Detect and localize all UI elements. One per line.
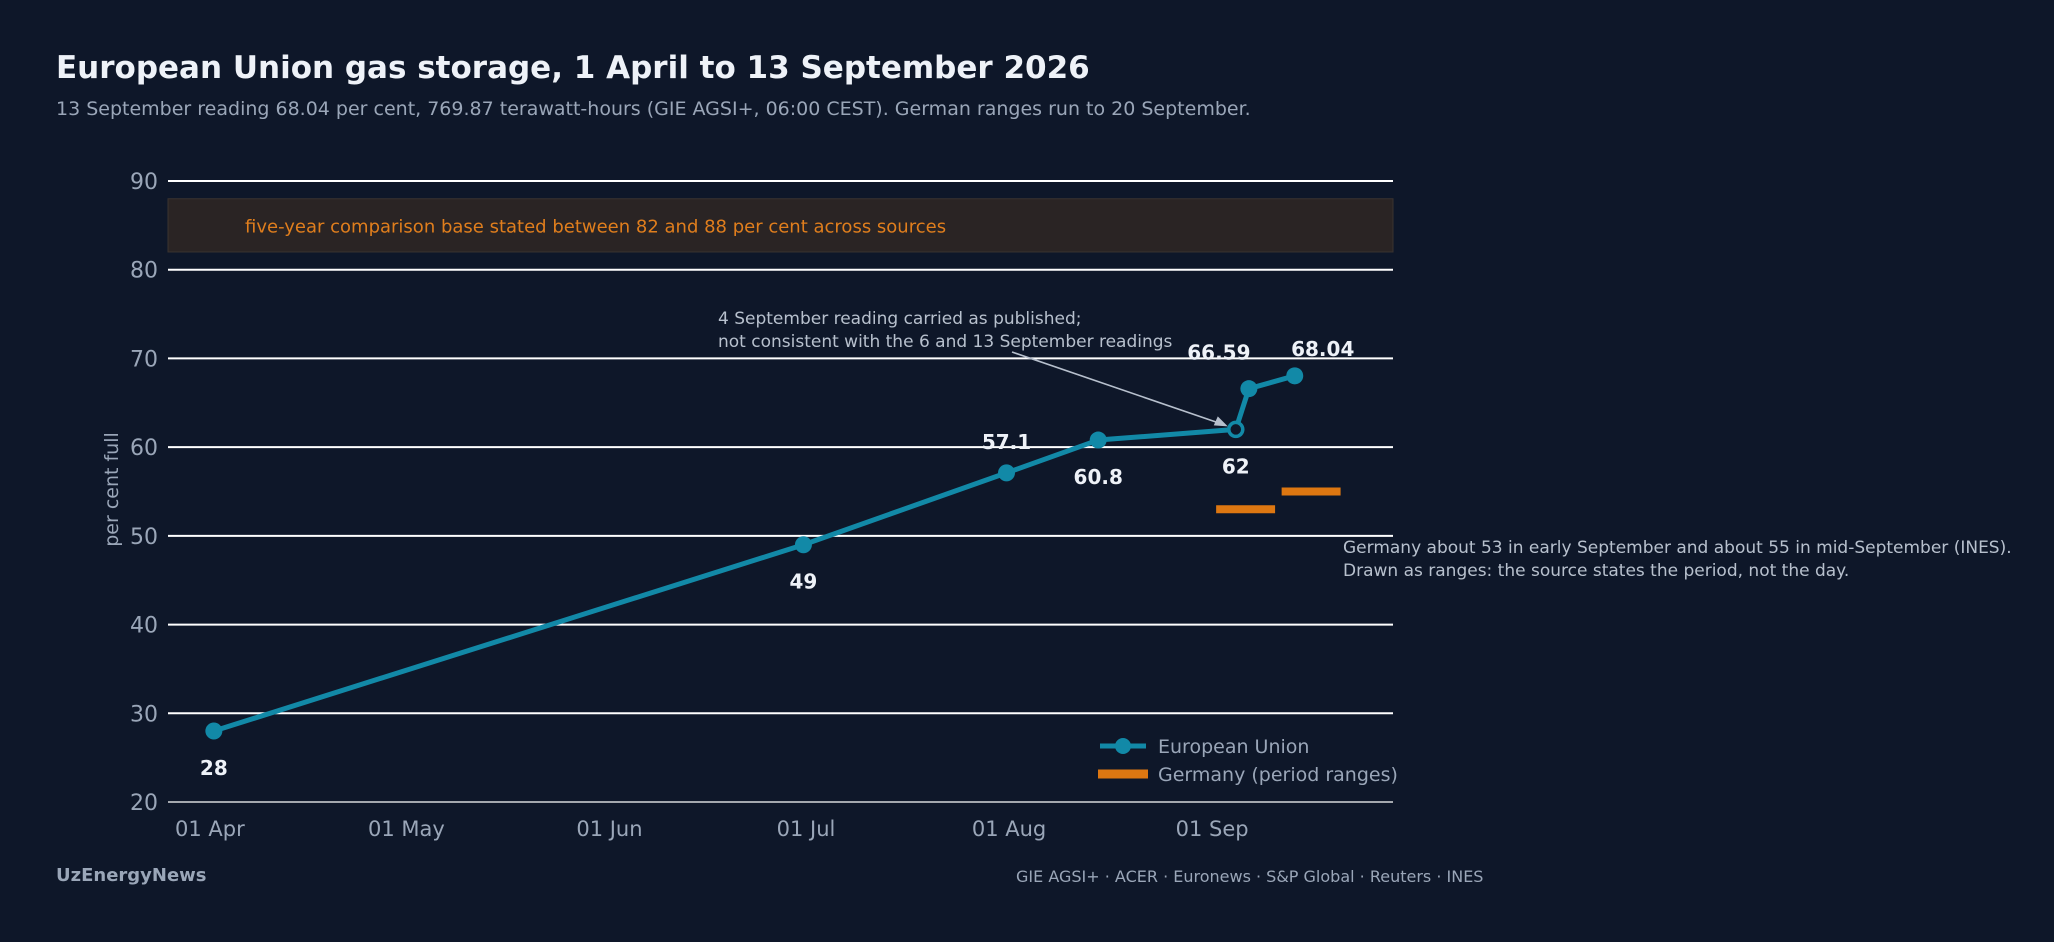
legend: European Union Germany (period ranges) <box>1098 736 1398 786</box>
y-tick-label: 30 <box>130 702 158 727</box>
eu-data-label: 68.04 <box>1291 337 1354 361</box>
x-tick-label: 01 Jul <box>777 817 836 841</box>
x-tick-label: 01 Aug <box>972 817 1046 841</box>
legend-eu-swatch-marker <box>1115 738 1131 754</box>
annotations: 4 September reading carried as published… <box>718 309 2012 581</box>
x-tick-label: 01 May <box>368 817 445 841</box>
eu-point <box>205 722 223 740</box>
annotation-arrowhead <box>1213 416 1228 427</box>
y-tick-label: 80 <box>130 259 158 284</box>
eu-point-hollow <box>1227 420 1245 439</box>
legend-eu-label: European Union <box>1158 736 1309 758</box>
source-credits: GIE AGSI+ · ACER · Euronews · S&P Global… <box>1016 867 1484 886</box>
eu-data-label: 60.8 <box>1074 465 1123 489</box>
y-tick-label: 90 <box>130 170 158 195</box>
eu-data-label: 57.1 <box>982 430 1031 454</box>
chart-subtitle: 13 September reading 68.04 per cent, 769… <box>56 98 1251 120</box>
y-axis-ticks: 20 30 40 50 60 70 80 90 per cent full <box>101 170 158 816</box>
eu-point <box>1286 367 1304 385</box>
chart-title: European Union gas storage, 1 April to 1… <box>56 50 1090 86</box>
eu-point <box>1089 431 1107 449</box>
eu-point <box>794 536 812 554</box>
annotation-arrow <box>1011 351 1227 427</box>
comparison-band-area <box>167 198 1394 253</box>
brand-name: UzEnergyNews <box>56 865 207 886</box>
eu-point <box>998 464 1016 482</box>
y-tick-label: 60 <box>130 436 158 461</box>
y-axis-label: per cent full <box>101 432 123 547</box>
eu-data-label: 49 <box>790 570 818 594</box>
annotation-text-germany: Germany about 53 in early September and … <box>1343 538 2012 558</box>
y-tick-label: 50 <box>130 525 158 550</box>
eu-data-label: 28 <box>200 756 228 780</box>
legend-germany-label: Germany (period ranges) <box>1158 764 1398 786</box>
x-tick-label: 01 Jun <box>576 817 642 841</box>
comparison-band: five-year comparison base stated between… <box>167 198 1394 253</box>
eu-data-label: 62 <box>1222 454 1250 478</box>
eu-series-line <box>213 373 1296 734</box>
data-labels: 28 49 57.1 60.8 62 66.59 68.04 <box>200 337 1354 780</box>
data-series <box>205 367 1341 740</box>
x-axis-ticks: 01 Apr 01 May 01 Jun 01 Jul 01 Aug 01 Sep <box>175 817 1249 841</box>
y-tick-label: 70 <box>130 347 158 372</box>
y-tick-label: 40 <box>130 614 158 639</box>
gridlines <box>168 180 1393 803</box>
annotation-text-germany: Drawn as ranges: the source states the p… <box>1343 561 1849 581</box>
x-tick-label: 01 Apr <box>175 817 245 841</box>
annotation-text: 4 September reading carried as published… <box>718 309 1081 329</box>
eu-data-label: 66.59 <box>1187 341 1250 365</box>
x-tick-label: 01 Sep <box>1176 817 1249 841</box>
annotation-text: not consistent with the 6 and 13 Septemb… <box>718 332 1173 352</box>
y-tick-label: 20 <box>130 791 158 816</box>
eu-point <box>1240 380 1258 398</box>
comparison-band-label: five-year comparison base stated between… <box>245 216 946 237</box>
